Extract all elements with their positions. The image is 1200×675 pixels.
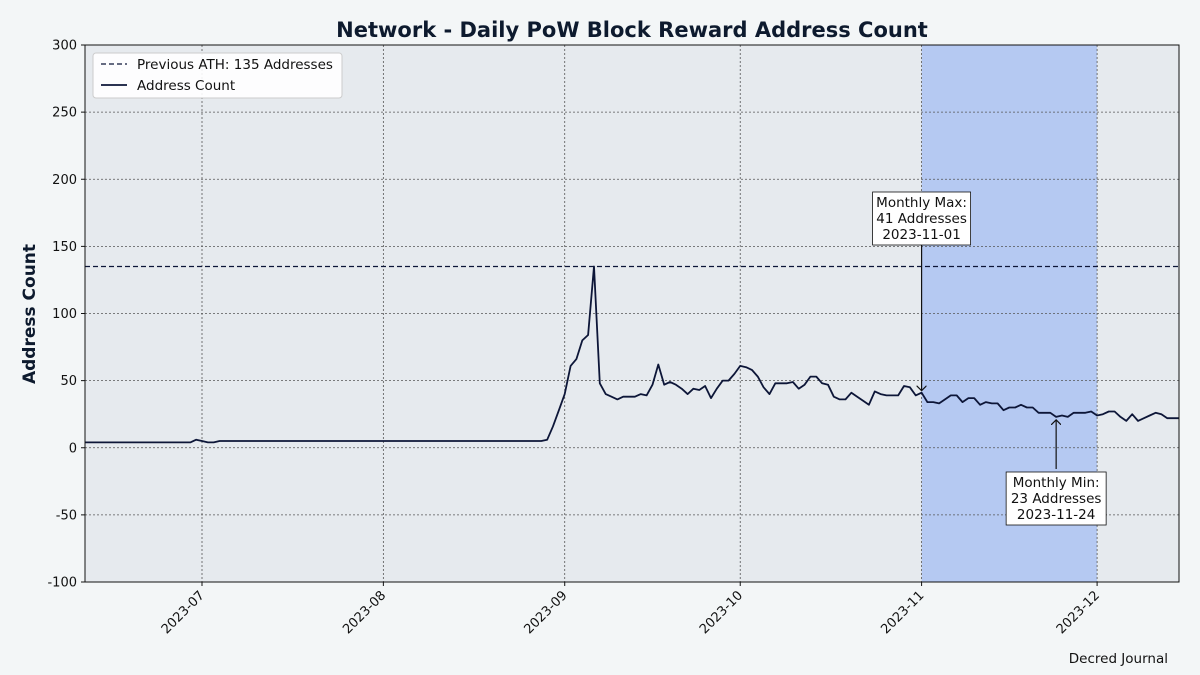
annotations: Monthly Max:41 Addresses2023-11-01Monthl…	[872, 191, 1107, 526]
annotation-line: 2023-11-24	[1017, 507, 1095, 523]
y-tick-label: 0	[69, 441, 77, 456]
y-tick-label: 200	[52, 173, 77, 188]
annotation-line: Monthly Max:	[876, 195, 967, 211]
annotation-line: 23 Addresses	[1011, 491, 1102, 507]
x-tick-label: 2023-10	[697, 588, 746, 637]
legend: Previous ATH: 135 Addresses Address Coun…	[92, 52, 343, 99]
y-tick-label: 150	[52, 240, 77, 255]
annotation-box	[872, 191, 971, 246]
y-tick-label: -100	[47, 576, 77, 591]
x-tick-label: 2023-07	[159, 588, 208, 637]
y-axis-label: Address Count	[20, 244, 40, 384]
legend-label-reference: Previous ATH: 135 Addresses	[137, 57, 333, 73]
annotation-line: Monthly Min:	[1013, 475, 1100, 491]
annotation-line: 41 Addresses	[876, 211, 967, 227]
annotation-box	[1005, 471, 1107, 526]
x-tick-label: 2023-11	[878, 588, 927, 637]
x-tick-label: 2023-09	[522, 588, 571, 637]
y-axis-ticks: -100 -50 0 50 100 150 200 250 300	[47, 39, 85, 591]
y-tick-label: 50	[60, 374, 77, 389]
y-tick-label: 250	[52, 106, 77, 121]
y-tick-label: 300	[52, 39, 77, 54]
x-tick-label: 2023-12	[1054, 588, 1103, 637]
y-tick-label: -50	[56, 508, 77, 523]
y-tick-label: 100	[52, 307, 77, 322]
x-tick-label: 2023-08	[340, 588, 389, 637]
chart-title: Network - Daily PoW Block Reward Address…	[336, 18, 928, 42]
x-axis-ticks: 2023-07 2023-08 2023-09 2023-10 2023-11 2023-…	[159, 582, 1103, 637]
legend-box	[92, 52, 343, 99]
credit-text: Decred Journal	[1069, 651, 1168, 667]
series-line-address-count	[85, 265, 1179, 444]
annotation-line: 2023-11-01	[882, 227, 960, 243]
legend-label-series: Address Count	[137, 78, 235, 94]
